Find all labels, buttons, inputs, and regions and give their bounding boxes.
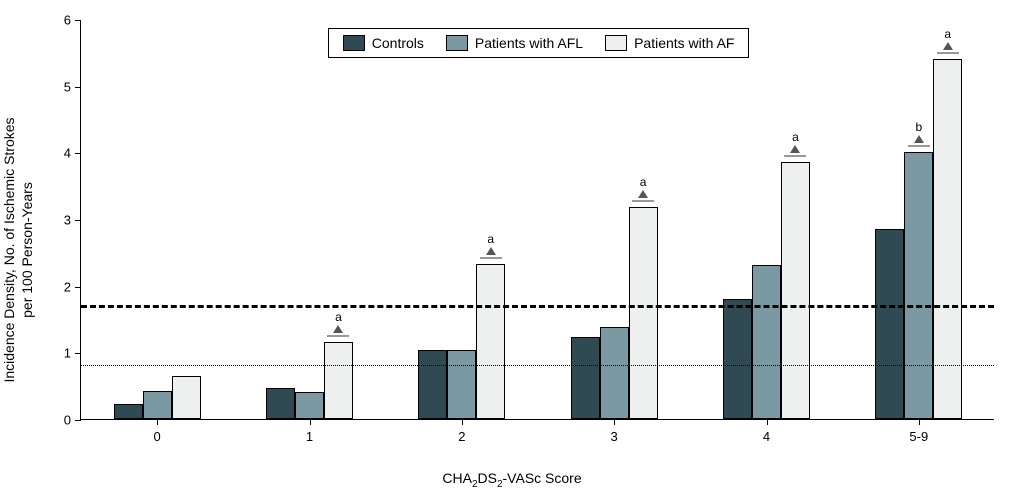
annotation: b [908,121,930,147]
bar [723,299,752,419]
bar [629,207,658,419]
annotation-letter: a [944,27,951,41]
reference-line [81,365,994,366]
annotation-bar-icon [327,335,349,337]
bar [266,388,295,419]
chart-container: Incidence Density, No. of Ischemic Strok… [0,0,1024,500]
legend-item: Patients with AF [605,35,734,51]
y-tick-label: 2 [64,279,81,294]
legend-item: Patients with AFL [446,35,583,51]
annotation-letter: b [915,120,922,134]
legend-label: Patients with AF [634,35,734,51]
triangle-icon [914,135,924,143]
bar [752,265,781,419]
annotation-letter: a [792,130,799,144]
annotation-bar-icon [632,200,654,202]
annotation-bar-icon [480,257,502,259]
bar [143,391,172,419]
bar [571,337,600,419]
bar [781,162,810,419]
y-tick-label: 6 [64,13,81,28]
annotation-letter: a [335,310,342,324]
legend-label: Controls [372,35,424,51]
annotation-bar-icon [784,155,806,157]
x-tick-label: 1 [306,419,313,444]
y-tick-label: 4 [64,146,81,161]
y-tick-label: 0 [64,413,81,428]
legend-swatch [605,35,627,51]
legend-label: Patients with AFL [475,35,583,51]
annotation: a [480,233,502,259]
annotation-letter: a [487,232,494,246]
y-tick-label: 3 [64,213,81,228]
y-axis-label-line2: per 100 Person-Years [19,182,35,318]
bar [447,350,476,419]
plot-area: 0123456012345-9aaaabaControlsPatients wi… [80,20,994,420]
annotation-bar-icon [937,52,959,54]
triangle-icon [790,145,800,153]
bar [172,376,201,419]
legend-item: Controls [343,35,424,51]
annotation-bar-icon [908,145,930,147]
bar [875,229,904,419]
x-tick-label: 4 [763,419,770,444]
triangle-icon [943,42,953,50]
y-axis-label: Incidence Density, No. of Ischemic Strok… [0,117,36,382]
bar [904,152,933,419]
annotation-letter: a [640,175,647,189]
x-tick-label: 3 [611,419,618,444]
bar [418,350,447,419]
bar [295,392,324,419]
legend-swatch [446,35,468,51]
legend-swatch [343,35,365,51]
annotation: a [327,311,349,337]
annotation: a [632,176,654,202]
bar [476,264,505,419]
y-axis-label-line1: Incidence Density, No. of Ischemic Strok… [1,117,17,382]
reference-line [81,305,994,308]
x-tick-label: 0 [154,419,161,444]
triangle-icon [486,247,496,255]
annotation: a [937,28,959,54]
bar [324,342,353,419]
x-tick-label: 2 [458,419,465,444]
triangle-icon [333,325,343,333]
x-axis-label: CHA2DS2-VASc Score [442,470,581,490]
legend: Controls Patients with AFL Patients with A… [328,28,750,58]
annotation: a [784,131,806,157]
y-tick-label: 1 [64,346,81,361]
bar [114,404,143,419]
y-tick-label: 5 [64,79,81,94]
triangle-icon [638,190,648,198]
x-tick-label: 5-9 [909,419,928,444]
bar [600,327,629,419]
